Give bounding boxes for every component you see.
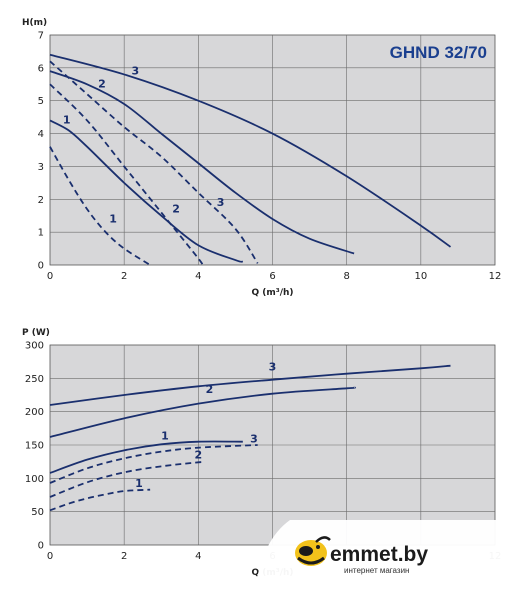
curve-label: 3 [269, 360, 277, 373]
head-chart-x-axis-title: Q (m³/h) [251, 288, 293, 298]
series-line-2-solid [49, 70, 355, 255]
x-tick-label: 10 [414, 271, 427, 282]
y-tick-label: 0 [38, 541, 44, 552]
watermark-tagline: интернет магазин [344, 566, 409, 575]
y-tick-label: 2 [38, 195, 44, 206]
y-tick-label: 5 [38, 96, 44, 107]
curve-label: 3 [250, 432, 258, 445]
curve-label: 2 [195, 448, 203, 461]
series-line-1-solid [49, 440, 243, 474]
series-line-2-solid [49, 386, 356, 438]
series-line-3-solid [49, 364, 451, 406]
head-chart-y-ticks: 0 1 2 3 4 5 6 7 [38, 31, 44, 272]
head-chart-series [49, 53, 452, 266]
series-line-2-dashed [49, 83, 204, 266]
series-line-1-solid [49, 119, 244, 263]
bee-logo-icon [295, 536, 331, 566]
curve-label: 1 [161, 430, 169, 443]
series-line-3-solid [49, 53, 452, 248]
y-tick-label: 50 [31, 507, 44, 518]
y-tick-label: 300 [25, 341, 44, 352]
curve-label: 3 [217, 196, 225, 209]
x-tick-label: 2 [121, 271, 127, 282]
series-line-2-dashed [49, 461, 204, 498]
x-tick-label: 12 [489, 271, 502, 282]
y-tick-label: 3 [38, 162, 44, 173]
y-tick-label: 250 [25, 374, 44, 385]
series-line-3-dashed [49, 60, 259, 264]
watermark-brand: emmet.by [330, 543, 428, 566]
x-tick-label: 2 [121, 551, 127, 562]
x-tick-label: 4 [195, 271, 201, 282]
x-tick-label: 8 [343, 271, 349, 282]
power-chart-y-ticks: 0 50 100 150 200 250 300 [25, 341, 44, 552]
curve-label: 1 [109, 212, 117, 225]
y-tick-label: 150 [25, 441, 44, 452]
curve-label: 2 [98, 78, 106, 91]
curve-label: 1 [135, 477, 143, 490]
head-chart-title: GHND 32/70 [390, 43, 487, 62]
head-chart-y-axis-title: H(m) [22, 18, 47, 28]
y-tick-label: 0 [38, 261, 44, 272]
x-tick-label: 6 [269, 271, 275, 282]
emmet-watermark: emmet.by интернет магазин [255, 520, 524, 590]
curve-label: 1 [63, 114, 71, 127]
head-chart-curve-labels: 3 2 1 3 2 1 [63, 64, 225, 225]
x-tick-label: 0 [47, 551, 53, 562]
power-chart-grid [50, 345, 495, 545]
curve-label: 2 [206, 383, 214, 396]
power-chart-y-axis-title: P (W) [22, 328, 50, 338]
x-tick-label: 4 [195, 551, 201, 562]
series-line-1-dashed [49, 146, 151, 266]
y-tick-label: 4 [38, 129, 44, 140]
curve-label: 3 [131, 64, 139, 77]
power-chart-series [49, 364, 451, 512]
y-tick-label: 7 [38, 31, 44, 42]
x-tick-label: 0 [47, 271, 53, 282]
curve-label: 2 [172, 202, 180, 215]
y-tick-label: 100 [25, 474, 44, 485]
y-tick-label: 200 [25, 407, 44, 418]
y-tick-label: 6 [38, 63, 44, 74]
head-chart-x-ticks: 0 2 4 6 8 10 12 [47, 271, 502, 282]
y-tick-label: 1 [38, 228, 44, 239]
power-chart-curve-labels: 3 2 1 3 2 1 [135, 360, 276, 490]
